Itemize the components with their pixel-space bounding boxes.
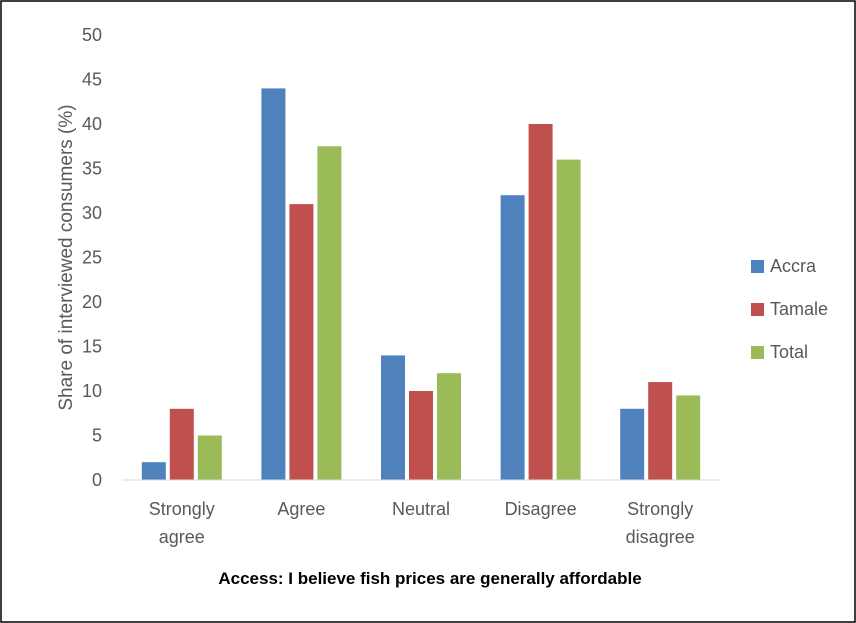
y-axis-ticks: 0 5 10 15 20 25 30 35 40 45 50 (82, 25, 102, 490)
y-tick-label: 50 (82, 25, 102, 45)
y-tick-label: 40 (82, 114, 102, 134)
bar-tamale-0 (169, 408, 194, 480)
y-axis-title: Share of interviewed consumers (%) (56, 104, 77, 410)
legend-swatch-total (751, 346, 764, 359)
x-tick-label: Agree (277, 499, 325, 519)
legend-swatch-tamale (751, 303, 764, 316)
bar-tamale-2 (409, 391, 433, 480)
bar-tamale-4 (648, 382, 673, 480)
bar-tamale-1 (289, 204, 314, 480)
legend: Accra Tamale Total (751, 256, 828, 362)
legend-label-total: Total (770, 342, 808, 362)
y-tick-label: 0 (92, 470, 102, 490)
bar-tamale-3 (528, 124, 553, 480)
bar-total-2 (437, 373, 461, 480)
x-tick-label: Neutral (392, 499, 450, 519)
x-tick-label: agree (159, 527, 205, 547)
legend-swatch-accra (751, 260, 764, 273)
x-tick-label: Disagree (505, 499, 577, 519)
y-tick-label: 35 (82, 159, 102, 179)
y-tick-label: 5 (92, 426, 102, 446)
x-tick-label: Strongly (149, 499, 215, 519)
y-tick-label: 20 (82, 292, 102, 312)
bar-accra-3 (500, 195, 525, 480)
bar-accra-1 (261, 88, 286, 481)
legend-label-accra: Accra (770, 256, 817, 276)
bar-total-4 (676, 395, 701, 480)
bar-accra-4 (620, 408, 645, 480)
x-axis-tick-labels: Strongly agree Agree Neutral Disagree Strongl… (149, 499, 695, 547)
bar-total-3 (556, 159, 581, 480)
y-tick-label: 10 (82, 381, 102, 401)
bar-accra-0 (141, 462, 166, 480)
x-tick-label: Strongly (627, 499, 693, 519)
y-tick-label: 25 (82, 248, 102, 268)
bar-accra-2 (381, 355, 405, 480)
x-axis-title: Access: I believe fish prices are genera… (218, 569, 641, 588)
bars (141, 88, 701, 481)
y-tick-label: 45 (82, 70, 102, 90)
x-tick-label: disagree (626, 527, 695, 547)
y-tick-label: 30 (82, 203, 102, 223)
bar-total-1 (317, 146, 342, 480)
legend-label-tamale: Tamale (770, 299, 828, 319)
y-tick-label: 15 (82, 337, 102, 357)
bar-total-0 (197, 435, 222, 480)
